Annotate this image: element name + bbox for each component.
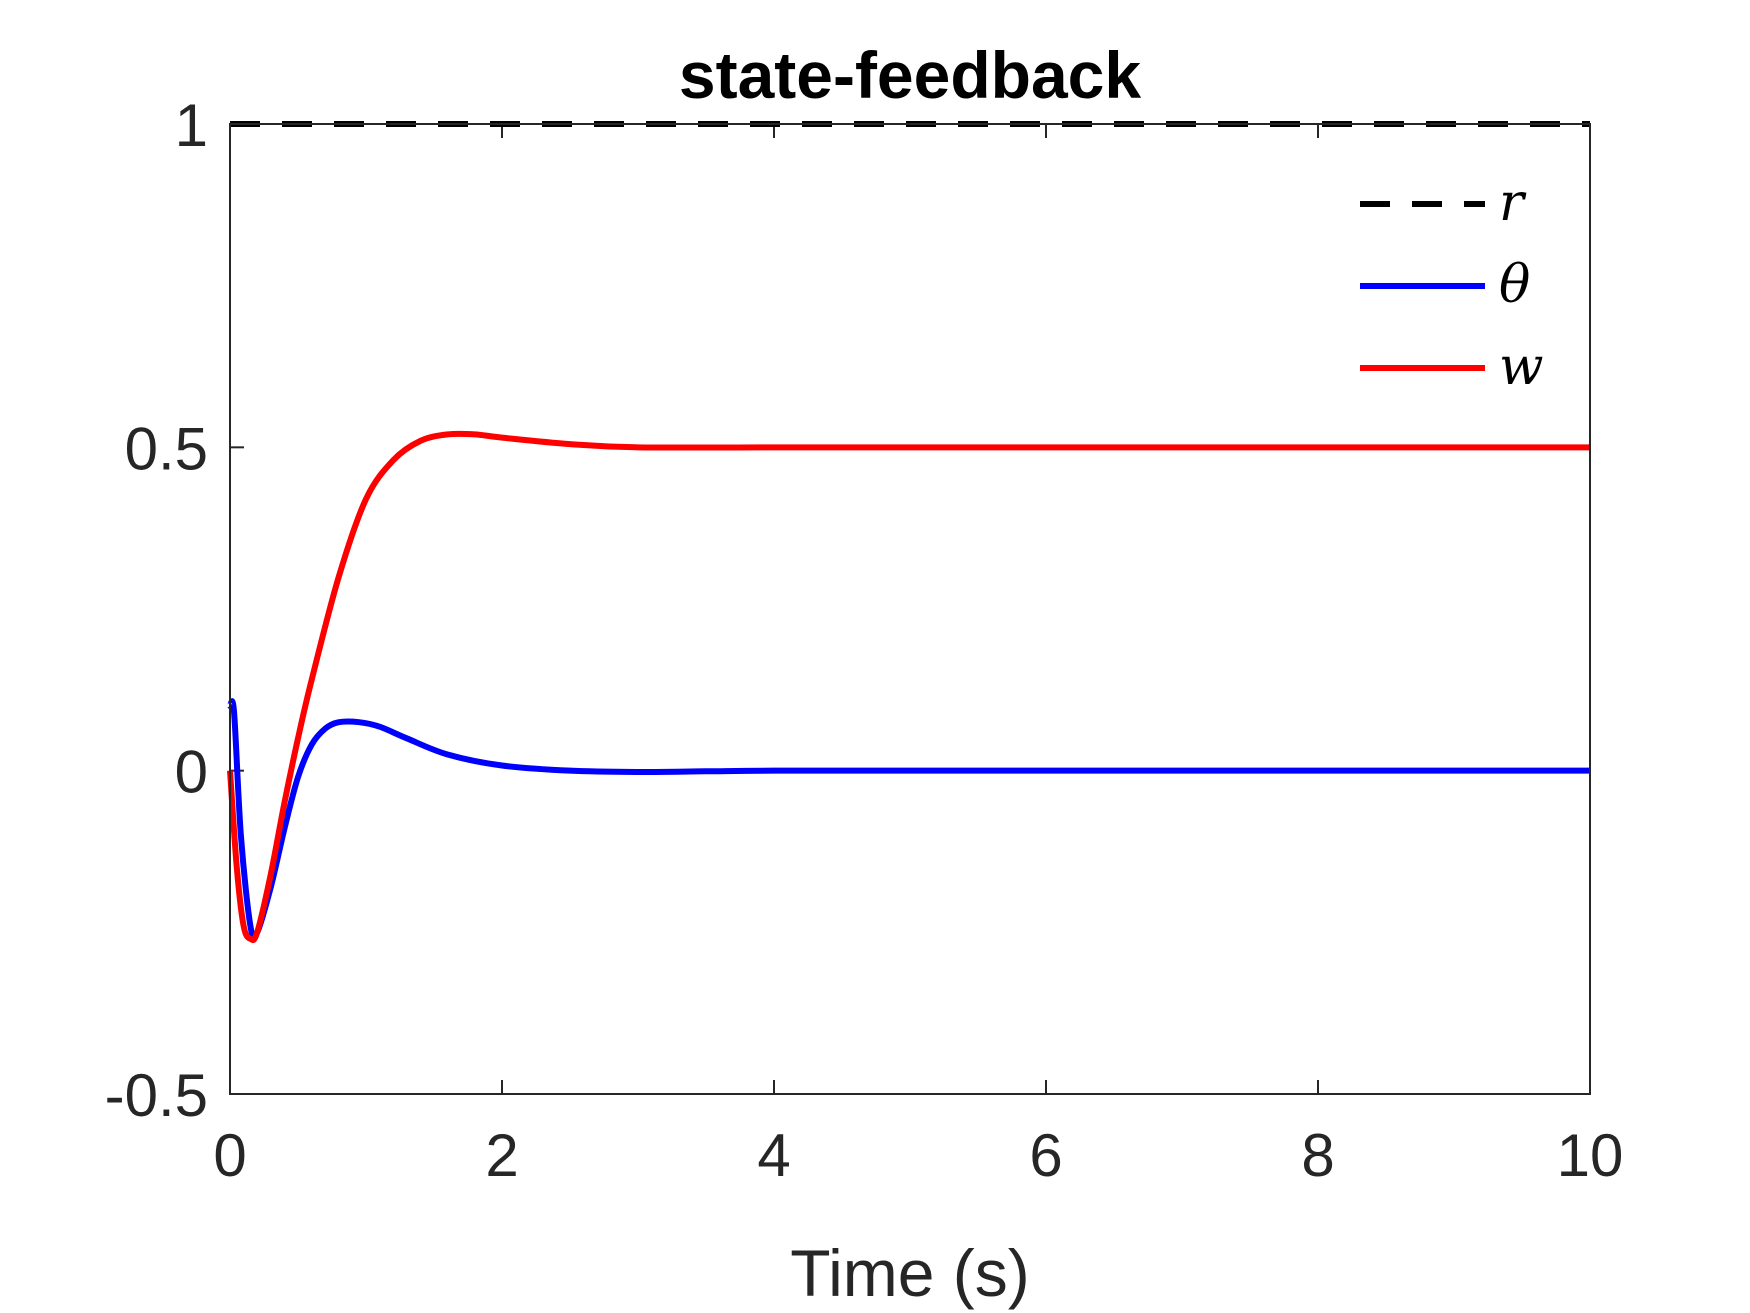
- legend-label-r: r: [1499, 173, 1527, 233]
- legend: rθw: [1360, 173, 1544, 397]
- x-tick-label: 6: [1029, 1122, 1062, 1189]
- series-line-w: [227, 430, 1590, 944]
- y-tick-label: 1: [175, 92, 208, 159]
- axes-box: [229, 123, 1591, 1095]
- y-tick-label: -0.5: [105, 1062, 208, 1129]
- legend-label-w: w: [1499, 337, 1544, 397]
- legend-label-theta: θ: [1499, 255, 1530, 315]
- chart-title: state-feedback: [679, 38, 1141, 112]
- tick-labels: 0 2 4 6 8 10-0.500.51: [105, 92, 1624, 1189]
- x-tick-label: 0: [213, 1122, 246, 1189]
- x-tick-label: 2: [485, 1122, 518, 1189]
- x-axis-label: Time (s): [790, 1236, 1030, 1310]
- plot-area: [230, 124, 1590, 1094]
- y-tick-label: 0: [175, 739, 208, 806]
- x-tick-label: 8: [1301, 1122, 1334, 1189]
- x-tick-label: 10: [1557, 1122, 1624, 1189]
- x-tick-label: 4: [757, 1122, 790, 1189]
- y-tick-label: 0.5: [125, 415, 208, 482]
